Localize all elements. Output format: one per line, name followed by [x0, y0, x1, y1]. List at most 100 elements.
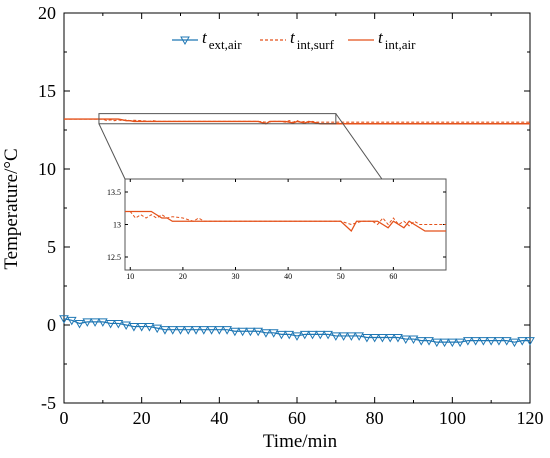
y-axis-title: Temperature/°C	[1, 148, 22, 269]
ext-air-marker	[167, 326, 178, 335]
ext-air-marker	[299, 330, 310, 340]
ext-air-marker	[338, 332, 349, 341]
ext-air-marker	[253, 327, 264, 337]
ext-air-marker	[222, 326, 232, 335]
ext-air-marker	[517, 337, 528, 346]
y-tick-label: 15	[38, 81, 56, 101]
ext-air-marker	[276, 330, 287, 340]
series-int-surf-line	[64, 118, 530, 124]
ext-air-marker	[284, 330, 295, 340]
ext-air-marker	[455, 338, 465, 348]
inset-x-tick-label: 50	[337, 272, 345, 281]
ext-air-marker	[424, 337, 434, 346]
ext-air-marker	[90, 318, 100, 327]
inset-frame	[124, 178, 447, 271]
legend-label: t int,air	[378, 28, 416, 52]
ext-air-marker	[385, 333, 396, 343]
ext-air-marker	[121, 321, 131, 331]
y-tick-label: -5	[41, 393, 56, 413]
ext-air-marker	[82, 318, 93, 327]
zoom-rectangle	[98, 113, 337, 125]
legend-marker	[180, 36, 190, 46]
ext-air-marker	[136, 323, 147, 332]
ext-air-marker	[486, 337, 497, 346]
ext-air-marker	[393, 333, 403, 343]
series-ext-air-line	[63, 318, 530, 343]
ext-air-marker	[59, 315, 69, 324]
ext-air-marker	[416, 337, 427, 346]
ext-air-marker	[447, 338, 458, 348]
ext-air-marker	[509, 338, 520, 348]
inset-x-tick-label: 20	[179, 272, 187, 281]
inset-y-tick-label: 12.5	[107, 253, 121, 262]
inset-int-surf-line	[125, 211, 446, 227]
ext-air-marker	[152, 324, 163, 334]
ext-air-marker	[183, 326, 194, 335]
ext-air-marker	[346, 332, 357, 341]
inset-x-tick-label: 30	[232, 272, 240, 281]
ext-air-marker	[463, 337, 473, 346]
ext-air-marker	[175, 326, 186, 335]
ext-air-marker	[292, 332, 302, 341]
ext-air-marker	[261, 329, 271, 338]
ext-air-marker	[400, 335, 411, 345]
ext-air-marker	[160, 326, 170, 335]
x-tick-label: 60	[288, 408, 306, 428]
ext-air-marker	[105, 319, 116, 329]
ext-air-marker	[206, 326, 217, 335]
legend-label-main: t	[290, 28, 296, 47]
ext-air-marker	[230, 327, 240, 337]
inset-x-tick-label: 10	[126, 272, 134, 281]
inset-x-tick-label: 40	[284, 272, 292, 281]
ext-air-marker	[323, 330, 333, 340]
ext-air-marker	[97, 318, 108, 327]
ext-air-marker	[144, 323, 155, 332]
legend-label-main: t	[378, 28, 384, 47]
ext-air-marker	[408, 335, 419, 345]
x-tick-label: 120	[517, 408, 544, 428]
legend-entry-int-air: t int,air	[348, 28, 416, 52]
x-tick-label: 20	[133, 408, 151, 428]
ext-air-marker	[307, 330, 318, 340]
ext-air-marker	[501, 337, 512, 346]
inset-y-tick-label: 13.5	[107, 188, 121, 197]
x-tick-label: 100	[439, 408, 466, 428]
ext-air-marker	[470, 337, 481, 346]
ext-air-marker	[377, 333, 388, 343]
x-axis-title: Time/min	[263, 431, 338, 452]
legend-label: t int,surf	[290, 28, 335, 52]
ext-air-marker	[431, 338, 442, 348]
y-tick-label: 5	[47, 237, 56, 257]
inset-plot: 10 20 30 40 50 60 12.5 13 13.5	[107, 178, 447, 281]
y-tick-label: 20	[38, 3, 56, 23]
legend-label-sub: int,surf	[297, 37, 335, 52]
ext-air-marker	[315, 330, 326, 340]
legend-label: t ext,air	[202, 28, 242, 52]
x-tick-label: 0	[60, 408, 69, 428]
ext-air-marker	[66, 316, 77, 326]
legend-entry-int-surf: t int,surf	[260, 28, 335, 52]
y-tick-label: 10	[38, 159, 56, 179]
legend-label-sub: ext,air	[209, 37, 243, 52]
ext-air-marker	[330, 332, 341, 341]
ext-air-marker	[268, 329, 279, 338]
zoom-guide-left	[98, 123, 126, 180]
ext-air-marker	[525, 337, 535, 346]
ext-air-marker	[129, 323, 139, 332]
ext-air-marker	[494, 337, 504, 346]
ext-air-marker	[74, 319, 85, 329]
legend-entry-ext-air: t ext,air	[172, 28, 242, 52]
ext-air-marker	[245, 327, 256, 337]
x-tick-label: 80	[366, 408, 384, 428]
legend-label-main: t	[202, 28, 208, 47]
ext-air-marker	[439, 338, 450, 348]
ext-air-marker	[354, 332, 364, 341]
ext-air-marker	[214, 326, 225, 335]
legend-label-sub: int,air	[385, 37, 416, 52]
ext-air-marker	[113, 319, 124, 329]
ext-air-marker	[191, 326, 201, 335]
inset-x-tick-label: 60	[389, 272, 397, 281]
ext-air-marker	[369, 333, 380, 343]
